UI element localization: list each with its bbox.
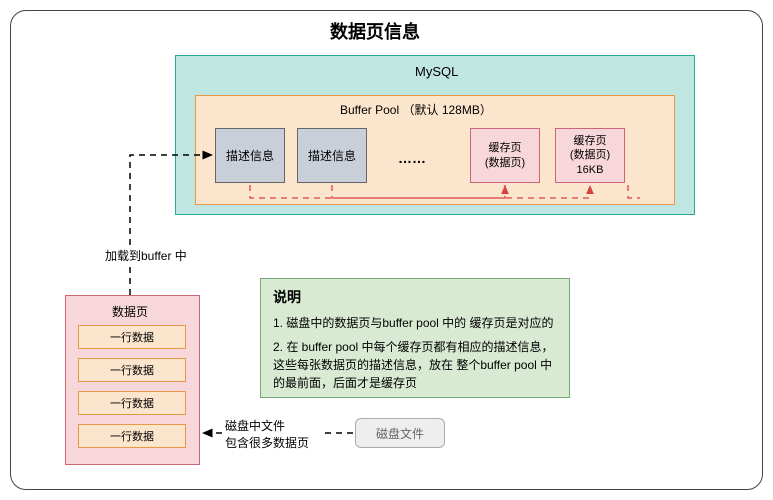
cache-box-0: 缓存页 (数据页) (470, 128, 540, 183)
desc-box-0-label: 描述信息 (226, 147, 274, 164)
cache-box-0-label: 缓存页 (数据页) (485, 141, 525, 170)
data-row-3-label: 一行数据 (110, 428, 154, 444)
disk-annotation-l2: 包含很多数据页 (225, 436, 309, 450)
cache-box-1-label: 缓存页 (数据页) 16KB (570, 134, 610, 177)
data-row-0: 一行数据 (78, 325, 186, 349)
cache-box-1: 缓存页 (数据页) 16KB (555, 128, 625, 183)
desc-box-0: 描述信息 (215, 128, 285, 183)
data-row-3: 一行数据 (78, 424, 186, 448)
disk-annotation: 磁盘中文件 包含很多数据页 (225, 418, 309, 452)
disk-annotation-l1: 磁盘中文件 (225, 419, 285, 433)
load-label: 加载到buffer 中 (105, 248, 187, 265)
desc-box-1-label: 描述信息 (308, 147, 356, 164)
desc-box-1: 描述信息 (297, 128, 367, 183)
explain-box: 说明 1. 磁盘中的数据页与buffer pool 中的 缓存页是对应的 2. … (260, 278, 570, 398)
ellipsis: …… (398, 150, 426, 166)
explain-line2: 2. 在 buffer pool 中每个缓存页都有相应的描述信息，这些每张数据页… (273, 338, 557, 392)
diskfile-box: 磁盘文件 (355, 418, 445, 448)
diskfile-label: 磁盘文件 (376, 425, 424, 442)
explain-line1: 1. 磁盘中的数据页与buffer pool 中的 缓存页是对应的 (273, 314, 557, 332)
data-row-2-label: 一行数据 (110, 395, 154, 411)
data-row-1: 一行数据 (78, 358, 186, 382)
diagram-title: 数据页信息 (330, 18, 420, 44)
data-row-1-label: 一行数据 (110, 362, 154, 378)
explain-header: 说明 (273, 287, 557, 308)
mysql-label: MySQL (415, 63, 458, 81)
data-row-2: 一行数据 (78, 391, 186, 415)
datapage-label: 数据页 (112, 304, 148, 321)
bufferpool-label: Buffer Pool （默认 128MB） (340, 102, 492, 119)
data-row-0-label: 一行数据 (110, 329, 154, 345)
